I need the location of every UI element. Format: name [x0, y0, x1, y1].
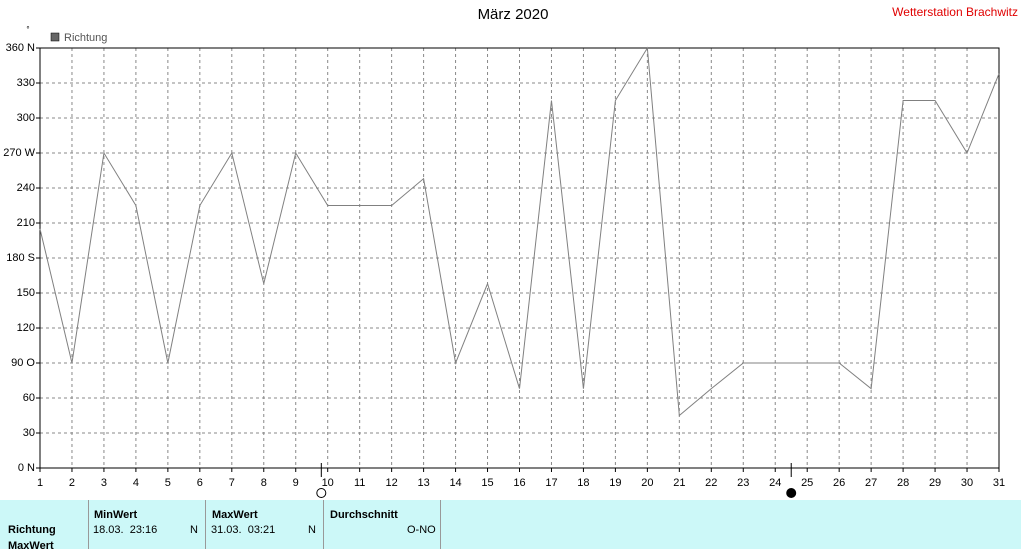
row-label: MaxWert: [8, 540, 54, 552]
x-tick-label: 23: [737, 477, 749, 489]
y-tick-label: 60: [23, 392, 35, 404]
x-tick-label: 12: [386, 477, 398, 489]
x-tick-label: 1: [37, 477, 43, 489]
cell-time: 18.03. 23:16: [93, 524, 158, 536]
x-tick-label: 28: [897, 477, 909, 489]
legend-swatch: [50, 32, 60, 42]
y-tick-label: 120: [17, 322, 35, 334]
stats-table: Richtung MaxWert MinWert 18.03. 23:16 N …: [0, 500, 1021, 552]
y-tick-label: 90 O: [11, 357, 35, 369]
y-tick-label: 180 S: [6, 252, 35, 264]
chart-title: März 2020: [478, 6, 549, 23]
x-tick-label: 24: [769, 477, 781, 489]
x-tick-label: 3: [101, 477, 107, 489]
x-tick-label: 14: [449, 477, 461, 489]
x-tick-label: 25: [801, 477, 813, 489]
x-tick-label: 7: [229, 477, 235, 489]
y-tick-label: 0 N: [18, 462, 35, 474]
x-tick-label: 16: [513, 477, 525, 489]
x-tick-label: 10: [322, 477, 334, 489]
x-tick-label: 9: [293, 477, 299, 489]
x-tick-label: 5: [165, 477, 171, 489]
chart: März 2020 Wetterstation Brachwitz ° Rich…: [3, 5, 1018, 498]
x-tick-label: 22: [705, 477, 717, 489]
x-tick-label: 29: [929, 477, 941, 489]
y-tick-label: 30: [23, 427, 35, 439]
cell-dir: N: [308, 524, 316, 536]
x-tick-label: 31: [993, 477, 1005, 489]
y-tick-label: 240: [17, 182, 35, 194]
x-tick-label: 19: [609, 477, 621, 489]
cell-time: 31.03. 03:21: [211, 524, 276, 536]
x-tick-label: 2: [69, 477, 75, 489]
moon-marker: [786, 488, 797, 498]
y-tick-label: 300: [17, 112, 35, 124]
x-tick-label: 27: [865, 477, 877, 489]
col-header: Durchschnitt: [330, 509, 398, 521]
row-label: Richtung: [8, 524, 56, 536]
x-tick-label: 20: [641, 477, 653, 489]
y-tick-label: 360 N: [6, 42, 35, 54]
x-tick-label: 26: [833, 477, 845, 489]
station-name: Wetterstation Brachwitz: [892, 5, 1018, 19]
y-tick-label: 330: [17, 77, 35, 89]
x-tick-label: 13: [417, 477, 429, 489]
y-tick-label: 210: [17, 217, 35, 229]
moon-marker: [316, 488, 327, 498]
plot-border: [39, 47, 1000, 469]
legend-label: Richtung: [64, 32, 107, 44]
y-tick-label: 270 W: [3, 147, 35, 159]
cell-dir: N: [190, 524, 198, 536]
x-tick-label: 30: [961, 477, 973, 489]
x-tick-label: 4: [133, 477, 139, 489]
col-header: MaxWert: [212, 509, 258, 521]
x-tick-label: 15: [481, 477, 493, 489]
data-line: [39, 46, 1000, 417]
x-tick-label: 8: [261, 477, 267, 489]
x-tick-label: 21: [673, 477, 685, 489]
x-tick-label: 6: [197, 477, 203, 489]
col-header: MinWert: [94, 509, 138, 521]
x-tick-label: 11: [354, 477, 365, 489]
x-tick-label: 17: [545, 477, 557, 489]
cell-dir: O-NO: [407, 524, 436, 536]
unit: °: [26, 25, 29, 34]
y-tick-label: 150: [17, 287, 35, 299]
x-tick-label: 18: [577, 477, 589, 489]
